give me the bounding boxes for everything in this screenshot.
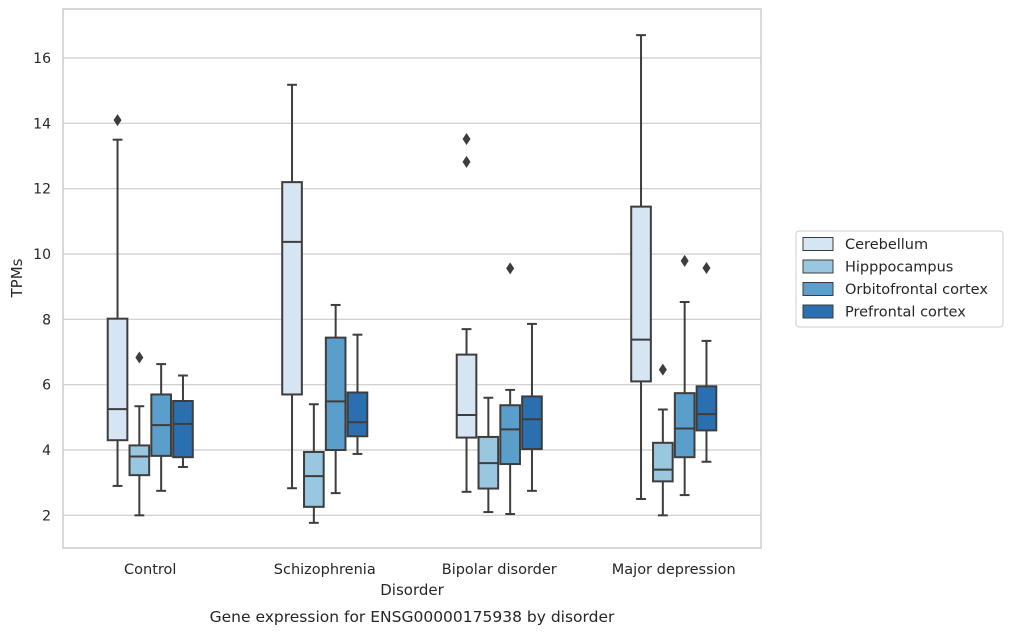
y-axis-label: TPMs bbox=[8, 258, 26, 298]
y-tick-label: 14 bbox=[33, 116, 51, 132]
x-tick-label: Schizophrenia bbox=[274, 562, 376, 578]
plot-frame bbox=[62, 8, 762, 549]
x-tick-label: Control bbox=[124, 562, 176, 578]
legend-swatch bbox=[802, 259, 834, 274]
box-group bbox=[346, 333, 369, 455]
box-group bbox=[521, 322, 543, 492]
box bbox=[695, 385, 718, 432]
y-tick-label: 12 bbox=[33, 182, 51, 198]
box bbox=[106, 317, 129, 442]
box-group bbox=[324, 303, 347, 495]
series-group bbox=[106, 34, 652, 500]
y-tick-label: 8 bbox=[42, 312, 51, 328]
outlier-point bbox=[658, 363, 667, 376]
y-tick-label: 16 bbox=[33, 51, 51, 67]
box-group bbox=[695, 262, 718, 463]
box-group bbox=[455, 133, 478, 493]
outlier-point bbox=[462, 133, 471, 146]
outlier-point bbox=[702, 262, 711, 275]
chart-caption: Gene expression for ENSG00000175938 by d… bbox=[210, 608, 615, 626]
series-group bbox=[128, 351, 674, 524]
legend-label: Hipppocampus bbox=[845, 260, 953, 276]
box bbox=[281, 181, 303, 396]
box bbox=[172, 400, 194, 459]
y-tick-labels: 2 4 6 8 10 12 14 16 bbox=[33, 51, 51, 524]
series-group bbox=[172, 262, 718, 492]
x-tick-label: Bipolar disorder bbox=[442, 562, 557, 578]
legend-swatch bbox=[802, 282, 834, 296]
box-series bbox=[106, 34, 718, 524]
y-tick-label: 10 bbox=[33, 247, 51, 263]
x-tick-labels: Control Schizophrenia Bipolar disorder Majo… bbox=[124, 562, 736, 578]
box-group bbox=[303, 403, 325, 524]
x-tick-label: Major depression bbox=[612, 562, 736, 578]
outlier-point bbox=[462, 155, 471, 168]
legend-frame bbox=[795, 230, 1004, 328]
box-group bbox=[106, 114, 129, 487]
y-tick-label: 2 bbox=[42, 508, 51, 524]
legend-label: Cerebellum bbox=[845, 237, 928, 253]
y-tick-label: 6 bbox=[42, 378, 51, 394]
outlier-point bbox=[506, 262, 515, 275]
box bbox=[346, 391, 369, 438]
series-group bbox=[150, 254, 696, 516]
x-axis-label: Disorder bbox=[380, 581, 444, 599]
box bbox=[652, 441, 674, 483]
box bbox=[303, 450, 325, 508]
box-group bbox=[673, 254, 696, 497]
box-group bbox=[281, 83, 303, 490]
box bbox=[455, 353, 478, 439]
legend-swatch bbox=[802, 237, 834, 251]
y-tick-label: 4 bbox=[42, 443, 51, 459]
box bbox=[128, 444, 151, 477]
box-group bbox=[652, 363, 674, 517]
box bbox=[630, 205, 652, 383]
legend-label: Prefrontal cortex bbox=[845, 305, 966, 321]
legend-label: Orbitofrontal cortex bbox=[845, 282, 988, 298]
box bbox=[324, 336, 347, 452]
legend-swatch bbox=[802, 304, 834, 319]
box-group bbox=[150, 363, 172, 492]
outlier-point bbox=[680, 254, 689, 267]
box-group bbox=[477, 396, 500, 514]
box bbox=[521, 395, 543, 451]
box-group bbox=[172, 374, 194, 468]
outlier-point bbox=[135, 351, 144, 364]
box bbox=[673, 392, 696, 459]
legend: Cerebellum Hipppocampus Orbitofrontal cort… bbox=[795, 230, 1004, 328]
box-group bbox=[499, 262, 521, 516]
outlier-point bbox=[113, 114, 122, 127]
box-group bbox=[128, 351, 151, 517]
box bbox=[499, 404, 521, 466]
box-group bbox=[630, 34, 652, 500]
